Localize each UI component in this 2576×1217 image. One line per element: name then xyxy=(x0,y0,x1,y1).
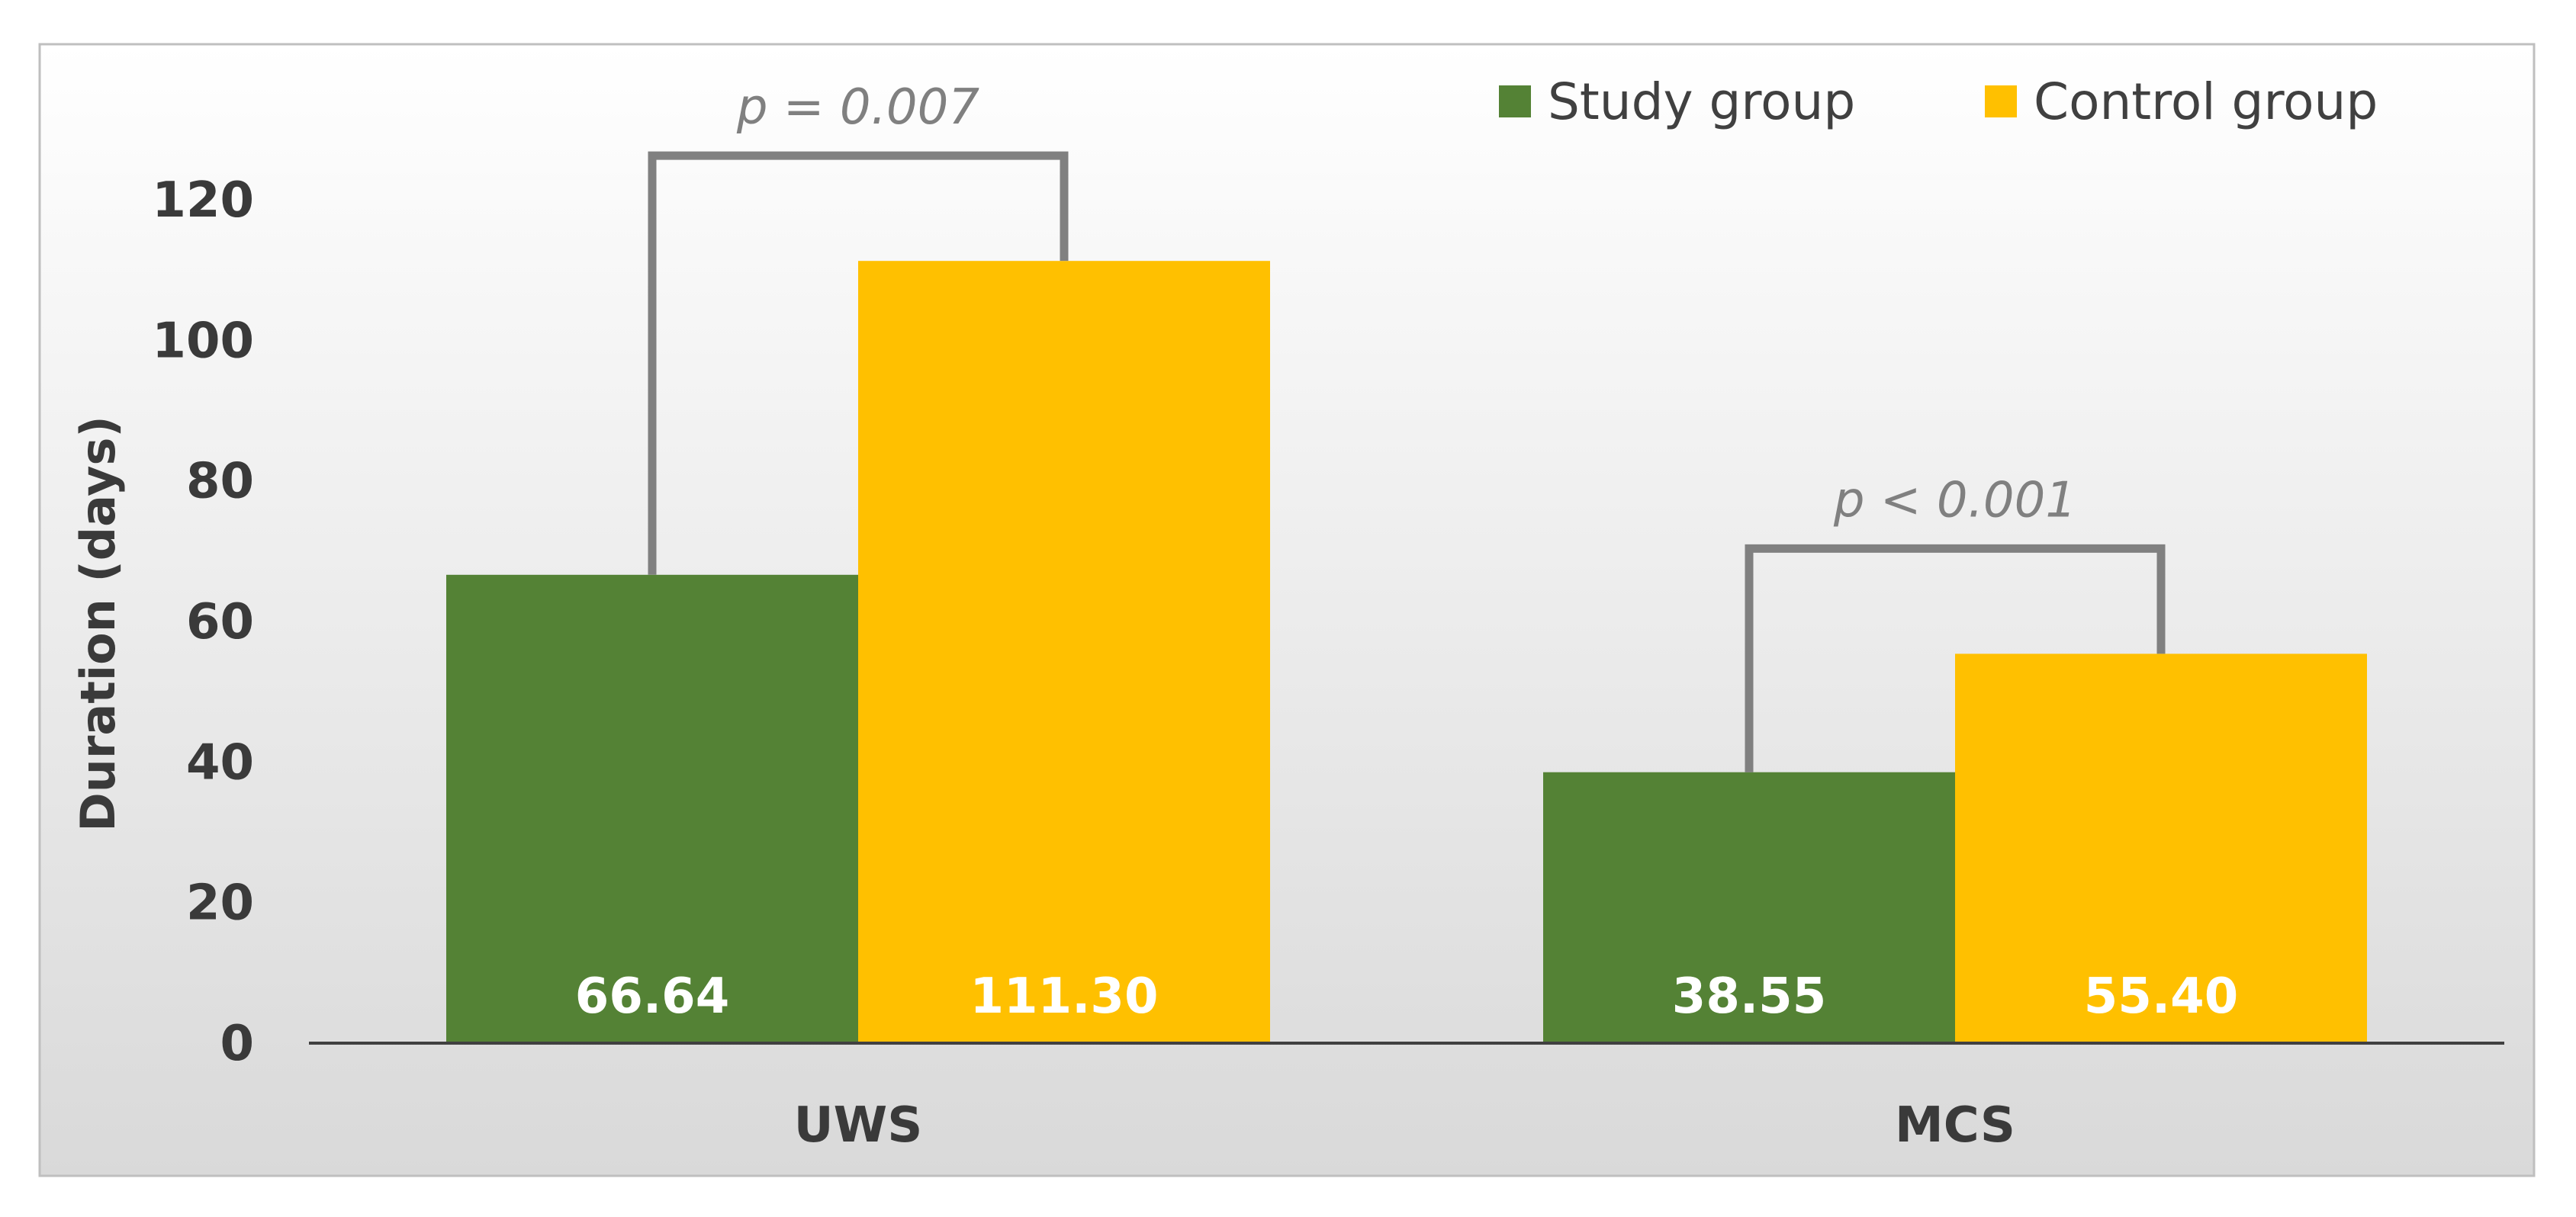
data-label: 111.30 xyxy=(970,968,1159,1025)
data-label: 66.64 xyxy=(575,968,729,1025)
y-tick-label: 60 xyxy=(186,594,254,650)
p-value-annotation: p < 0.001 xyxy=(1833,472,2076,528)
legend-label: Study group xyxy=(1548,72,1855,131)
category-labels: UWS MCS xyxy=(794,1097,2015,1154)
bars: 66.64 111.30 38.55 55.40 xyxy=(446,261,2367,1043)
y-tick-label: 0 xyxy=(220,1016,254,1072)
significance-bracket xyxy=(648,151,1069,575)
y-tick-label: 80 xyxy=(186,454,254,510)
data-label: 38.55 xyxy=(1672,968,1826,1025)
y-tick-label: 120 xyxy=(152,172,254,229)
x-tick-label: UWS xyxy=(794,1097,923,1154)
x-tick-label: MCS xyxy=(1895,1097,2015,1154)
data-label: 55.40 xyxy=(2084,968,2238,1025)
legend-swatch xyxy=(1499,85,1531,117)
bar xyxy=(1543,772,1955,1043)
p-value-annotation: p = 0.007 xyxy=(736,79,979,136)
bar xyxy=(1955,653,2367,1043)
legend-label: Control group xyxy=(2034,72,2378,131)
significance-bracket xyxy=(1745,544,2166,772)
legend-swatch xyxy=(1985,85,2017,117)
y-axis-label: Duration (days) xyxy=(70,416,126,832)
y-axis-ticks: 0 20 40 60 80 100 120 xyxy=(152,172,254,1072)
y-tick-label: 100 xyxy=(152,313,254,369)
bar xyxy=(858,261,1270,1043)
legend: Study group Control group xyxy=(1499,72,2378,131)
y-tick-label: 40 xyxy=(186,734,254,791)
y-tick-label: 20 xyxy=(186,875,254,932)
bar xyxy=(446,574,858,1043)
significance-brackets: p = 0.007 p < 0.001 xyxy=(648,79,2166,772)
